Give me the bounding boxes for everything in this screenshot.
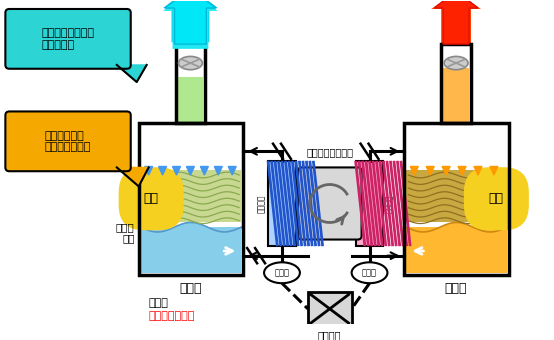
Bar	[138, 123, 243, 275]
Text: 排気: 排気	[448, 9, 464, 23]
Polygon shape	[117, 167, 148, 186]
Text: 外気: 外気	[143, 192, 158, 205]
Polygon shape	[214, 167, 222, 175]
Polygon shape	[201, 167, 208, 175]
Bar	[441, 44, 471, 123]
Bar	[141, 227, 241, 273]
FancyArrow shape	[434, 0, 478, 44]
Bar	[443, 68, 469, 123]
Text: 熱交換器: 熱交換器	[386, 194, 394, 213]
Polygon shape	[458, 167, 466, 175]
Bar	[177, 77, 203, 123]
Bar	[141, 170, 241, 222]
Text: （イオン液体）: （イオン液体）	[148, 311, 195, 321]
Polygon shape	[442, 167, 450, 175]
Polygon shape	[411, 167, 418, 175]
Polygon shape	[145, 167, 152, 175]
Text: 処理機: 処理機	[179, 282, 202, 295]
Polygon shape	[228, 167, 236, 175]
Polygon shape	[426, 167, 434, 175]
Ellipse shape	[264, 262, 300, 283]
Text: 冷却・除湿された
快適な空気: 冷却・除湿された 快適な空気	[42, 28, 95, 50]
Polygon shape	[158, 167, 167, 175]
Text: 建物内へ: 建物内へ	[174, 9, 207, 23]
Bar	[404, 123, 509, 275]
FancyBboxPatch shape	[6, 112, 131, 171]
FancyArrow shape	[163, 0, 218, 42]
FancyBboxPatch shape	[298, 167, 362, 240]
Polygon shape	[490, 167, 498, 175]
FancyArrow shape	[163, 0, 218, 49]
Bar	[308, 292, 352, 326]
Bar	[356, 161, 383, 246]
FancyBboxPatch shape	[6, 9, 131, 69]
FancyArrow shape	[431, 0, 481, 46]
Text: 外気: 外気	[489, 192, 504, 205]
Ellipse shape	[444, 56, 468, 70]
Text: 再生機: 再生機	[445, 282, 468, 295]
Text: 調湿劑: 調湿劑	[148, 299, 168, 308]
Text: 触器: 触器	[122, 234, 135, 243]
Text: 熱交換器: 熱交換器	[318, 330, 341, 340]
Polygon shape	[187, 167, 194, 175]
Ellipse shape	[178, 56, 202, 70]
Ellipse shape	[352, 262, 387, 283]
Text: 気液接: 気液接	[116, 222, 135, 232]
Bar	[268, 161, 296, 246]
Bar	[406, 170, 507, 222]
Polygon shape	[172, 167, 181, 175]
Bar	[176, 44, 206, 123]
Text: ポンプ: ポンプ	[274, 268, 290, 277]
Text: ヒートポンプなど: ヒートポンプなど	[306, 147, 353, 157]
Polygon shape	[474, 167, 482, 175]
Text: 温度が高く、
湿度の高い空気: 温度が高く、 湿度の高い空気	[45, 131, 91, 152]
FancyArrow shape	[165, 0, 216, 44]
Text: 熱交換器: 熱交換器	[257, 194, 266, 213]
Text: ポンプ: ポンプ	[362, 268, 377, 277]
Polygon shape	[117, 65, 147, 82]
Bar	[406, 227, 507, 273]
